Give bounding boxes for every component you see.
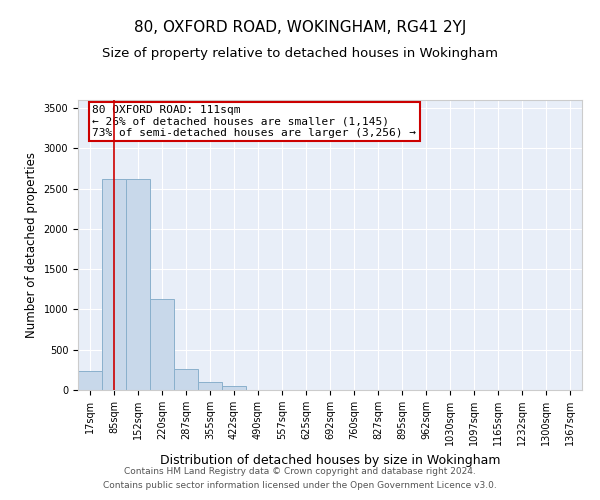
Text: Size of property relative to detached houses in Wokingham: Size of property relative to detached ho… bbox=[102, 48, 498, 60]
Bar bbox=[102, 179, 126, 390]
Bar bbox=[222, 386, 246, 390]
Text: Contains HM Land Registry data © Crown copyright and database right 2024.: Contains HM Land Registry data © Crown c… bbox=[124, 467, 476, 476]
Bar bbox=[78, 372, 102, 390]
Text: 80 OXFORD ROAD: 111sqm
← 26% of detached houses are smaller (1,145)
73% of semi-: 80 OXFORD ROAD: 111sqm ← 26% of detached… bbox=[92, 105, 416, 138]
Text: 80, OXFORD ROAD, WOKINGHAM, RG41 2YJ: 80, OXFORD ROAD, WOKINGHAM, RG41 2YJ bbox=[134, 20, 466, 35]
Y-axis label: Number of detached properties: Number of detached properties bbox=[25, 152, 38, 338]
Bar bbox=[198, 382, 222, 390]
X-axis label: Distribution of detached houses by size in Wokingham: Distribution of detached houses by size … bbox=[160, 454, 500, 466]
Bar bbox=[174, 370, 198, 390]
Bar bbox=[126, 179, 150, 390]
Bar bbox=[150, 299, 174, 390]
Text: Contains public sector information licensed under the Open Government Licence v3: Contains public sector information licen… bbox=[103, 481, 497, 490]
